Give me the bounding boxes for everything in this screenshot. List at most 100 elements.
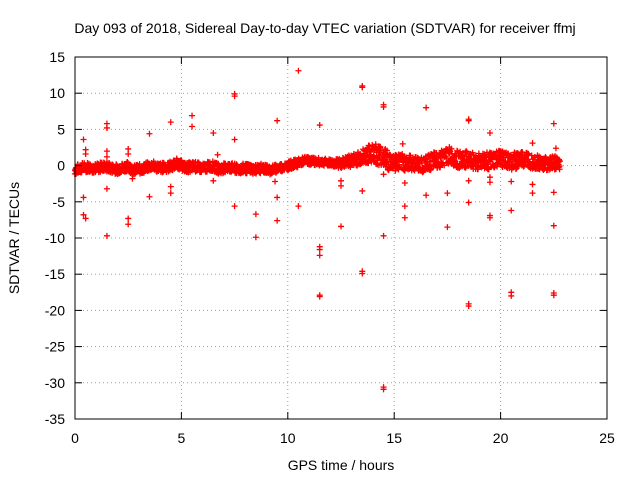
band-point [457, 148, 464, 155]
data-point [316, 122, 323, 129]
data-point [380, 232, 387, 239]
data-point [486, 214, 493, 221]
data-point [274, 194, 281, 201]
data-point [486, 174, 493, 181]
data-point [316, 293, 323, 300]
data-point [252, 234, 259, 241]
data-point [295, 203, 302, 210]
data-point [550, 292, 557, 299]
data-point [231, 136, 238, 143]
data-point [550, 222, 557, 229]
data-point [529, 190, 536, 197]
x-tick-label: 20 [493, 430, 509, 446]
data-point [359, 270, 366, 277]
data-point [401, 214, 408, 221]
data-point [316, 252, 323, 259]
data-point [486, 179, 493, 186]
data-point [359, 187, 366, 194]
data-point [103, 185, 110, 192]
data-point [189, 123, 196, 130]
data-point [508, 178, 515, 185]
chart-title: Day 093 of 2018, Sidereal Day-to-day VTE… [74, 20, 575, 36]
data-point [465, 303, 472, 310]
data-point [274, 117, 281, 124]
data-point [465, 117, 472, 124]
data-point [338, 182, 344, 189]
data-point [401, 179, 408, 186]
data-point [444, 224, 451, 231]
axis-ticks: 0 5 10 15 20 25 15 10 5 0 -5 -10 -15 -20 -25 -30 -35 [45, 49, 615, 446]
data-point [380, 386, 387, 393]
data-point [359, 84, 366, 91]
data-point [103, 124, 110, 131]
data-point [274, 217, 281, 224]
data-point [167, 190, 174, 197]
data-point [103, 148, 110, 155]
data-point [295, 67, 302, 74]
band-point [448, 145, 455, 152]
data-point [550, 189, 557, 196]
data-point [103, 153, 110, 160]
data-point [129, 175, 136, 182]
data-point [550, 120, 557, 127]
y-tick-label: 5 [57, 121, 65, 137]
x-tick-label: 5 [178, 430, 186, 446]
data-point [103, 232, 110, 239]
data-point [399, 140, 406, 147]
data-point [508, 292, 515, 299]
data-point [529, 140, 536, 147]
band-point [233, 161, 240, 168]
data-point [338, 223, 344, 230]
data-point [338, 177, 344, 184]
data-point [508, 207, 515, 214]
data-point [80, 211, 87, 218]
y-tick-label: -10 [45, 230, 65, 246]
band-point [396, 161, 403, 168]
data-point [423, 192, 430, 199]
data-point [380, 171, 387, 178]
data-point [231, 203, 238, 210]
y-tick-label: 0 [57, 158, 65, 174]
data-point [316, 246, 323, 253]
data-point [486, 130, 493, 137]
y-tick-label: -15 [45, 266, 65, 282]
data-point [146, 130, 153, 137]
y-tick-label: -5 [53, 194, 66, 210]
data-point [423, 104, 430, 111]
data-point [167, 183, 174, 190]
data-point [80, 194, 87, 201]
data-point [82, 151, 89, 158]
data-point [210, 177, 217, 184]
data-point [552, 145, 559, 152]
x-tick-label: 10 [280, 430, 296, 446]
y-tick-label: -20 [45, 302, 65, 318]
y-tick-label: 10 [49, 85, 65, 101]
y-tick-label: -25 [45, 339, 65, 355]
data-point [80, 136, 87, 143]
band-point [525, 150, 532, 157]
data-point [82, 215, 89, 222]
data-point [125, 151, 132, 158]
data-point [167, 119, 174, 126]
data-point [125, 221, 132, 228]
data-point [231, 93, 238, 100]
x-tick-label: 15 [386, 430, 402, 446]
band-point [556, 166, 563, 173]
y-axis-label: SDTVAR / TECUs [6, 182, 22, 294]
band-point [443, 154, 450, 161]
band-point [437, 164, 444, 171]
data-point [529, 181, 536, 188]
x-tick-label: 0 [71, 430, 79, 446]
data-point [465, 199, 472, 206]
y-tick-label: -30 [45, 375, 65, 391]
data-point [210, 130, 217, 137]
data-point [444, 190, 451, 197]
data-point [465, 177, 472, 184]
y-tick-label: -35 [45, 411, 65, 427]
data-point [272, 178, 279, 185]
data-point [146, 193, 153, 200]
band-point [383, 147, 390, 154]
data-series [71, 67, 563, 393]
